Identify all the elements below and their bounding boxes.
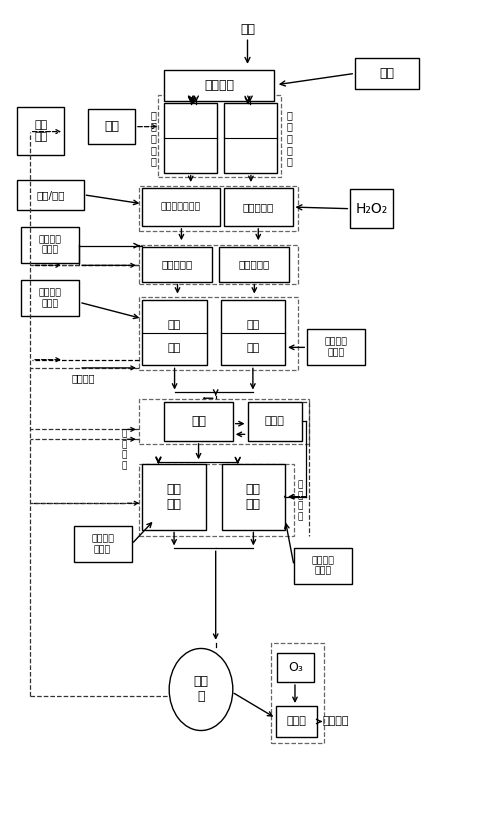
Bar: [294, 548, 352, 584]
Text: 水解: 水解: [246, 320, 259, 330]
Text: 斜板沉淀池: 斜板沉淀池: [239, 259, 270, 269]
Text: 厌氧: 厌氧: [246, 343, 259, 354]
Bar: [277, 653, 313, 682]
Bar: [164, 103, 217, 173]
Text: 达标排放: 达标排放: [322, 716, 349, 727]
Text: 内装微电
极材料: 内装微电 极材料: [325, 338, 347, 357]
Bar: [225, 103, 277, 173]
Text: 污
泥
回
流: 污 泥 回 流: [121, 430, 127, 470]
Bar: [17, 107, 64, 154]
Text: 反应池: 反应池: [265, 416, 285, 426]
Bar: [164, 401, 233, 441]
Text: 内装微电
极材料: 内装微电 极材料: [39, 288, 62, 308]
Bar: [164, 70, 274, 102]
Bar: [142, 247, 212, 282]
Text: 厌氧: 厌氧: [168, 343, 181, 354]
Text: 底进上出: 底进上出: [204, 79, 234, 93]
Text: 反应池: 反应池: [287, 716, 306, 727]
Bar: [17, 180, 84, 210]
Bar: [307, 330, 365, 365]
Text: 原水: 原水: [240, 23, 255, 36]
Bar: [219, 247, 289, 282]
Text: 污泥
储池: 污泥 储池: [34, 120, 48, 141]
Text: 微
电
反
应
池: 微 电 反 应 池: [150, 110, 156, 166]
Bar: [21, 227, 79, 263]
Text: 内装微电
极材料: 内装微电 极材料: [311, 556, 335, 575]
Text: 接触
氧化: 接触 氧化: [167, 482, 182, 510]
Bar: [221, 300, 285, 365]
Bar: [139, 399, 309, 444]
Bar: [355, 58, 419, 89]
Bar: [248, 401, 302, 441]
Text: 斜板沉淀池: 斜板沉淀池: [162, 259, 193, 269]
Bar: [222, 464, 285, 529]
Text: 水解: 水解: [168, 320, 181, 330]
Bar: [142, 464, 206, 529]
Bar: [224, 188, 293, 226]
Text: 二沉
池: 二沉 池: [194, 676, 208, 704]
Text: 缺氧: 缺氧: [191, 415, 206, 428]
Text: 接触
氧化: 接触 氧化: [246, 482, 261, 510]
Bar: [89, 109, 135, 144]
Text: O₃: O₃: [288, 661, 302, 674]
Text: 内装微电
极材料: 内装微电 极材料: [39, 235, 62, 254]
Bar: [139, 186, 298, 230]
Text: 曝气折流反应池: 曝气折流反应池: [161, 202, 201, 211]
Bar: [139, 244, 298, 284]
Bar: [271, 643, 324, 743]
Text: 剩余污泥: 剩余污泥: [72, 373, 95, 382]
Text: 风机: 风机: [104, 120, 119, 133]
Text: 内装微电
极材料: 内装微电 极材料: [91, 534, 114, 554]
Bar: [21, 280, 79, 316]
Bar: [158, 95, 281, 177]
Ellipse shape: [169, 648, 233, 730]
Bar: [142, 300, 207, 365]
Bar: [139, 464, 294, 536]
Bar: [276, 706, 317, 737]
Text: 污
泥
回
流: 污 泥 回 流: [297, 481, 302, 521]
Text: 微
电
反
应
池: 微 电 反 应 池: [287, 110, 293, 166]
Bar: [139, 297, 298, 369]
Bar: [350, 189, 394, 229]
Text: 折流反应池: 折流反应池: [243, 202, 274, 212]
Text: 石灰/片碱: 石灰/片碱: [36, 190, 65, 200]
Text: 硫酸: 硫酸: [380, 67, 395, 80]
Bar: [142, 188, 220, 226]
Bar: [74, 526, 132, 563]
Text: H₂O₂: H₂O₂: [356, 202, 388, 216]
